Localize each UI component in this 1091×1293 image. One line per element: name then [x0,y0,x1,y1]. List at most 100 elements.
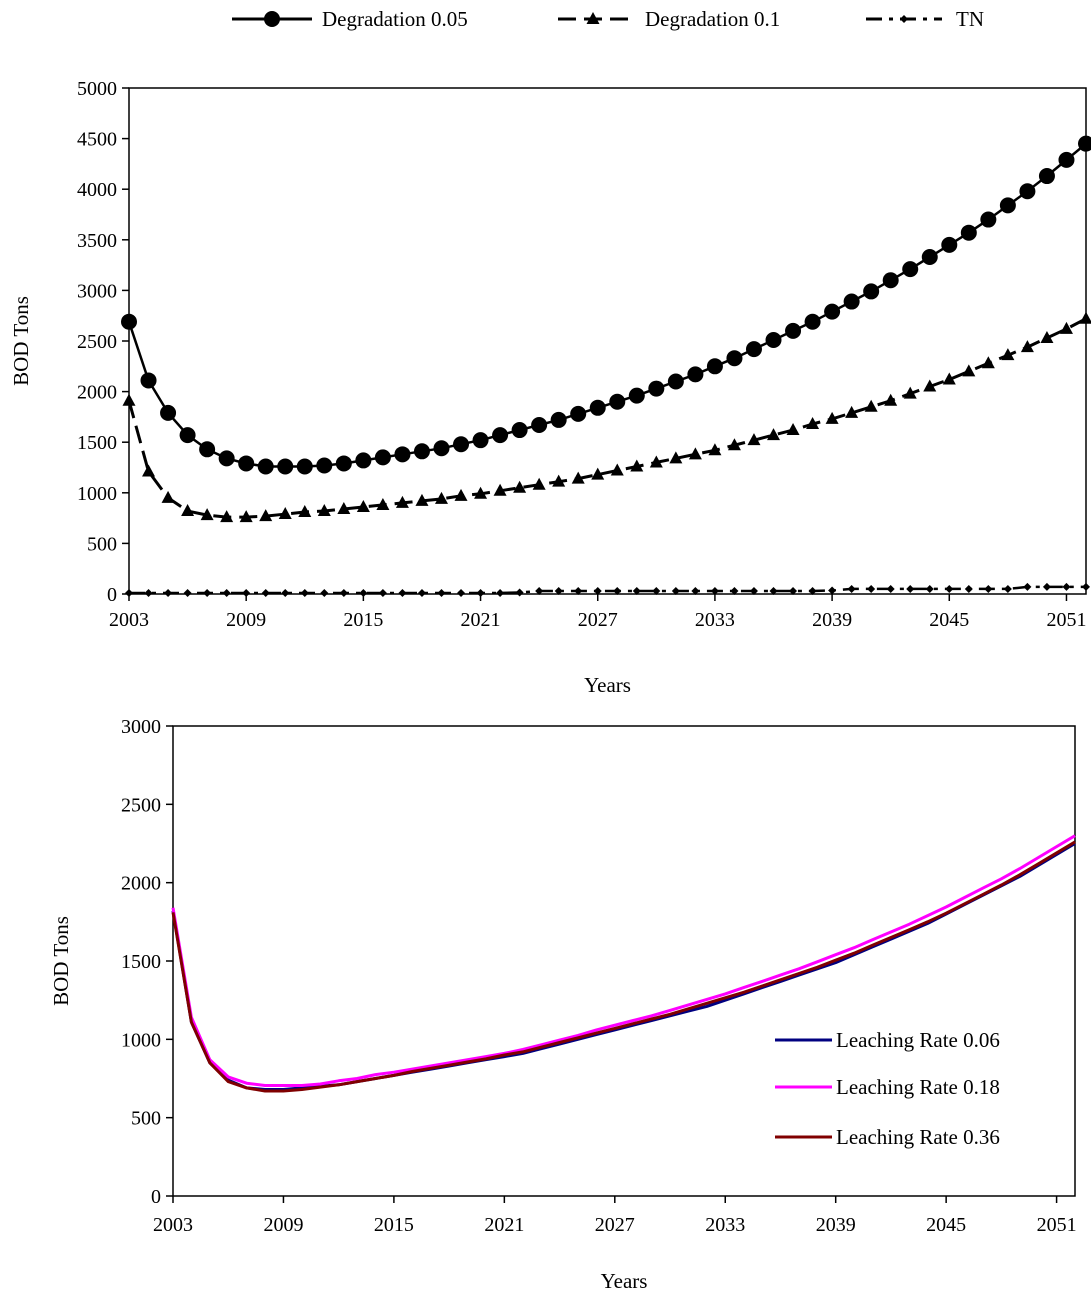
data-point [453,436,470,453]
x-tick-label: 2039 [816,1214,856,1236]
x-tick-label: 2009 [226,609,266,631]
y-tick-label: 4000 [77,179,117,201]
x-tick-label: 2045 [926,1214,966,1236]
data-point [867,584,876,593]
data-point [884,393,898,406]
series-line [171,842,1076,1091]
data-point [181,504,195,517]
data-point [513,480,527,493]
series-leaching-rate-0-18 [171,834,1076,1087]
x-tick-label: 2021 [461,609,501,631]
data-point [691,586,700,595]
data-point [1062,582,1071,591]
y-tick-label: 5000 [77,78,117,100]
legend-item-3: TN [866,7,984,31]
legend-label: Degradation 0.1 [645,7,780,31]
data-point [765,331,782,348]
data-point [1003,584,1012,593]
y-axis-label: BOD Tons [49,916,73,1006]
data-point [1020,340,1034,353]
series-line [127,317,1087,519]
legend-item-1: Leaching Rate 0.06 [775,1028,1000,1052]
data-point [999,197,1016,214]
data-point [960,224,977,241]
y-tick-label: 1000 [121,1029,161,1051]
data-point [200,508,214,521]
data-point [1019,183,1036,200]
data-point [649,455,663,468]
data-point [122,393,136,406]
data-point [1023,582,1032,591]
y-tick-label: 2000 [77,382,117,404]
data-point [511,422,528,439]
data-point [437,588,446,597]
data-point [730,586,739,595]
data-point [398,588,407,597]
data-point [688,447,702,460]
data-point [1040,330,1054,343]
series-line [171,840,1076,1093]
data-point [808,586,817,595]
data-point [574,586,583,595]
data-point [472,432,489,449]
data-point [356,499,370,512]
data-point [160,404,177,421]
data-point [825,411,839,424]
data-point [828,586,837,595]
data-point [628,387,645,404]
data-point [769,586,778,595]
data-point [278,507,292,520]
data-point [259,509,273,522]
data-point [882,272,899,289]
chart-leaching-rate: 0 500 1000 1500 2000 2500 3000 2003 2009 2015 2021… [49,716,1077,1293]
data-point [374,449,391,466]
data-point [632,586,641,595]
data-point [593,586,602,595]
data-point [337,501,351,514]
legend-marker [900,15,908,23]
y-tick-label: 1500 [77,432,117,454]
data-point [652,586,661,595]
data-point [121,313,137,330]
data-point [785,322,802,339]
y-tick-label: 3000 [121,716,161,738]
data-point [493,483,507,496]
data-point [864,399,878,412]
data-point [434,491,448,504]
series-degradation-0-1 [122,311,1091,523]
y-tick-label: 2500 [121,794,161,816]
data-point [749,586,758,595]
series-line [127,142,1087,468]
y-tick-label: 500 [87,533,117,555]
legend-marker [264,11,280,27]
data-point [476,588,485,597]
series-line [171,834,1076,1087]
series-leaching-rate-0-36 [171,840,1076,1093]
data-point [515,588,524,597]
data-point [1078,135,1091,152]
data-point [142,464,156,477]
data-point [220,510,234,523]
data-point [242,588,251,597]
data-point [222,588,231,597]
y-tick-label: 1000 [77,483,117,505]
legend-label: Leaching Rate 0.18 [836,1075,1000,1099]
data-point [903,386,917,399]
data-point [261,588,270,597]
data-point [417,588,426,597]
x-tick-label: 2045 [929,609,969,631]
data-point [125,588,133,597]
data-point [745,341,762,358]
data-point [164,588,173,597]
data-point [863,283,880,300]
data-point [921,249,938,266]
data-point [1058,151,1075,168]
data-point [706,358,723,375]
data-point [648,380,665,397]
x-tick-label: 2027 [595,1214,635,1236]
data-point [613,586,622,595]
data-point [589,399,606,416]
data-point [925,584,934,593]
data-point [281,588,290,597]
data-point [710,586,719,595]
